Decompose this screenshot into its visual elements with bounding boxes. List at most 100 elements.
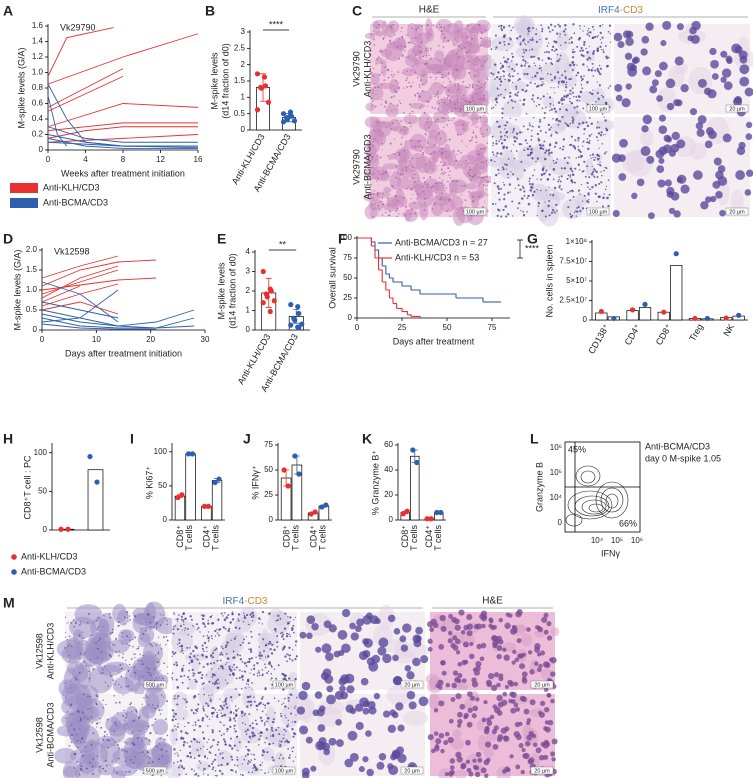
nucleus [533, 117, 534, 118]
nucleus [129, 645, 131, 647]
nucleus [288, 647, 290, 649]
nucleus [464, 100, 466, 102]
nucleus [554, 25, 556, 27]
nucleus [211, 763, 213, 765]
nucleus [156, 622, 158, 624]
nucleus [497, 95, 499, 97]
nucleus [401, 45, 403, 47]
nucleus [409, 103, 411, 105]
nucleus [507, 192, 509, 194]
nucleus [222, 701, 223, 702]
nucleus [129, 703, 131, 705]
nucleus [126, 643, 127, 644]
nucleus [209, 719, 210, 720]
nucleus [453, 44, 454, 45]
nucleus [549, 103, 551, 105]
nucleus [229, 674, 231, 676]
nucleus [441, 102, 442, 103]
y-tick-label: 10⁵ [550, 468, 562, 477]
nucleus [477, 118, 478, 119]
nucleus [561, 175, 563, 177]
nucleus [90, 665, 91, 666]
nucleus [467, 42, 468, 43]
y-tick-label: 0 [33, 325, 38, 334]
nucleus [551, 152, 553, 154]
nucleus [509, 183, 511, 185]
nucleus [151, 724, 153, 726]
nucleus [274, 629, 276, 631]
nucleus [446, 124, 448, 126]
nucleus [507, 177, 508, 178]
nucleus [187, 687, 189, 689]
nucleus [597, 164, 598, 165]
nucleus [415, 191, 416, 192]
nucleus [565, 42, 567, 44]
nucleus [150, 622, 152, 624]
nucleus [450, 177, 451, 178]
nucleus [541, 28, 543, 30]
nucleus [512, 75, 514, 77]
nucleus [217, 744, 219, 746]
x-tick-label: T cells [290, 525, 300, 551]
tissue [543, 193, 560, 208]
nucleus [259, 658, 261, 660]
tissue [480, 115, 488, 126]
nucleus [666, 136, 672, 142]
survival-step [474, 298, 483, 302]
nucleus [435, 192, 437, 194]
nucleus [211, 638, 212, 639]
nucleus [712, 181, 720, 189]
nucleus [421, 146, 423, 148]
nucleus [438, 165, 439, 166]
nucleus [325, 652, 334, 661]
nucleus [262, 611, 264, 613]
nucleus [221, 773, 223, 775]
nucleus [558, 81, 560, 83]
nucleus [443, 740, 448, 745]
nucleus [572, 69, 574, 71]
nucleus [292, 649, 293, 650]
nucleus [435, 183, 437, 185]
nucleus [421, 25, 423, 27]
nucleus [514, 158, 516, 160]
nucleus [457, 85, 459, 87]
nucleus [547, 635, 552, 640]
nucleus [495, 46, 497, 48]
nucleus [124, 742, 125, 743]
nucleus [521, 770, 525, 774]
nucleus [203, 770, 204, 771]
panel-letter: C [352, 3, 362, 19]
y-tick-label: 1×10⁸ [566, 237, 587, 246]
nucleus [505, 164, 507, 166]
nucleus [248, 661, 250, 663]
nucleus [127, 614, 128, 615]
nucleus [559, 78, 560, 79]
nucleus [293, 732, 296, 735]
nucleus [289, 754, 291, 756]
nucleus [125, 717, 127, 719]
nucleus [226, 662, 227, 663]
nucleus [553, 168, 556, 171]
nucleus [163, 636, 165, 638]
nucleus [426, 184, 428, 186]
nucleus [560, 181, 562, 183]
nucleus [191, 660, 193, 662]
nucleus [166, 700, 168, 702]
nucleus [583, 44, 585, 46]
nucleus [516, 137, 518, 139]
nucleus [373, 89, 375, 91]
nucleus [125, 660, 126, 661]
nucleus [478, 24, 480, 26]
nucleus [87, 622, 89, 624]
nucleus [537, 667, 542, 672]
nucleus [398, 58, 400, 60]
nucleus [126, 611, 128, 613]
nucleus [575, 96, 577, 98]
nucleus [73, 728, 75, 730]
nucleus [519, 44, 521, 46]
nucleus [398, 123, 399, 124]
nucleus [283, 702, 284, 703]
nucleus [582, 146, 583, 147]
tissue [196, 761, 210, 771]
nucleus [558, 124, 560, 126]
